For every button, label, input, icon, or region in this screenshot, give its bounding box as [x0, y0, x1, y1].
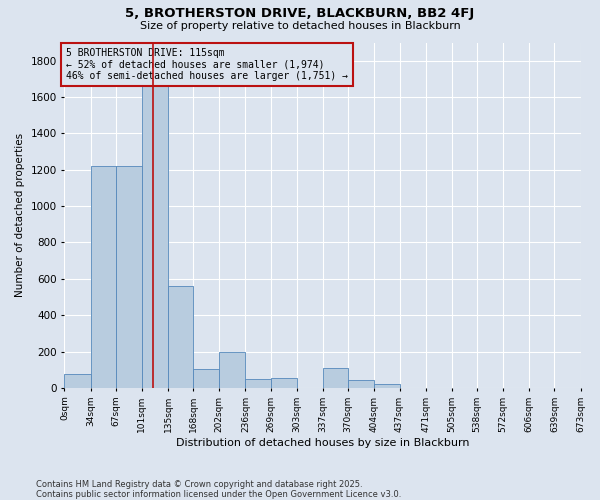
Bar	[91, 166, 116, 388]
Bar	[168, 286, 193, 388]
Text: 5 BROTHERSTON DRIVE: 115sqm
← 52% of detached houses are smaller (1,974)
46% of : 5 BROTHERSTON DRIVE: 115sqm ← 52% of det…	[66, 48, 348, 81]
Bar	[323, 368, 348, 388]
Text: Contains HM Land Registry data © Crown copyright and database right 2025.
Contai: Contains HM Land Registry data © Crown c…	[36, 480, 401, 499]
Bar	[271, 378, 297, 388]
Text: Size of property relative to detached houses in Blackburn: Size of property relative to detached ho…	[140, 21, 460, 31]
Bar	[142, 75, 168, 388]
Text: 5, BROTHERSTON DRIVE, BLACKBURN, BB2 4FJ: 5, BROTHERSTON DRIVE, BLACKBURN, BB2 4FJ	[125, 8, 475, 20]
X-axis label: Distribution of detached houses by size in Blackburn: Distribution of detached houses by size …	[176, 438, 469, 448]
Bar	[245, 379, 271, 388]
Bar	[374, 384, 400, 388]
Bar	[64, 374, 91, 388]
Bar	[193, 369, 220, 388]
Bar	[116, 166, 142, 388]
Y-axis label: Number of detached properties: Number of detached properties	[15, 133, 25, 298]
Bar	[220, 352, 245, 388]
Bar	[348, 380, 374, 388]
